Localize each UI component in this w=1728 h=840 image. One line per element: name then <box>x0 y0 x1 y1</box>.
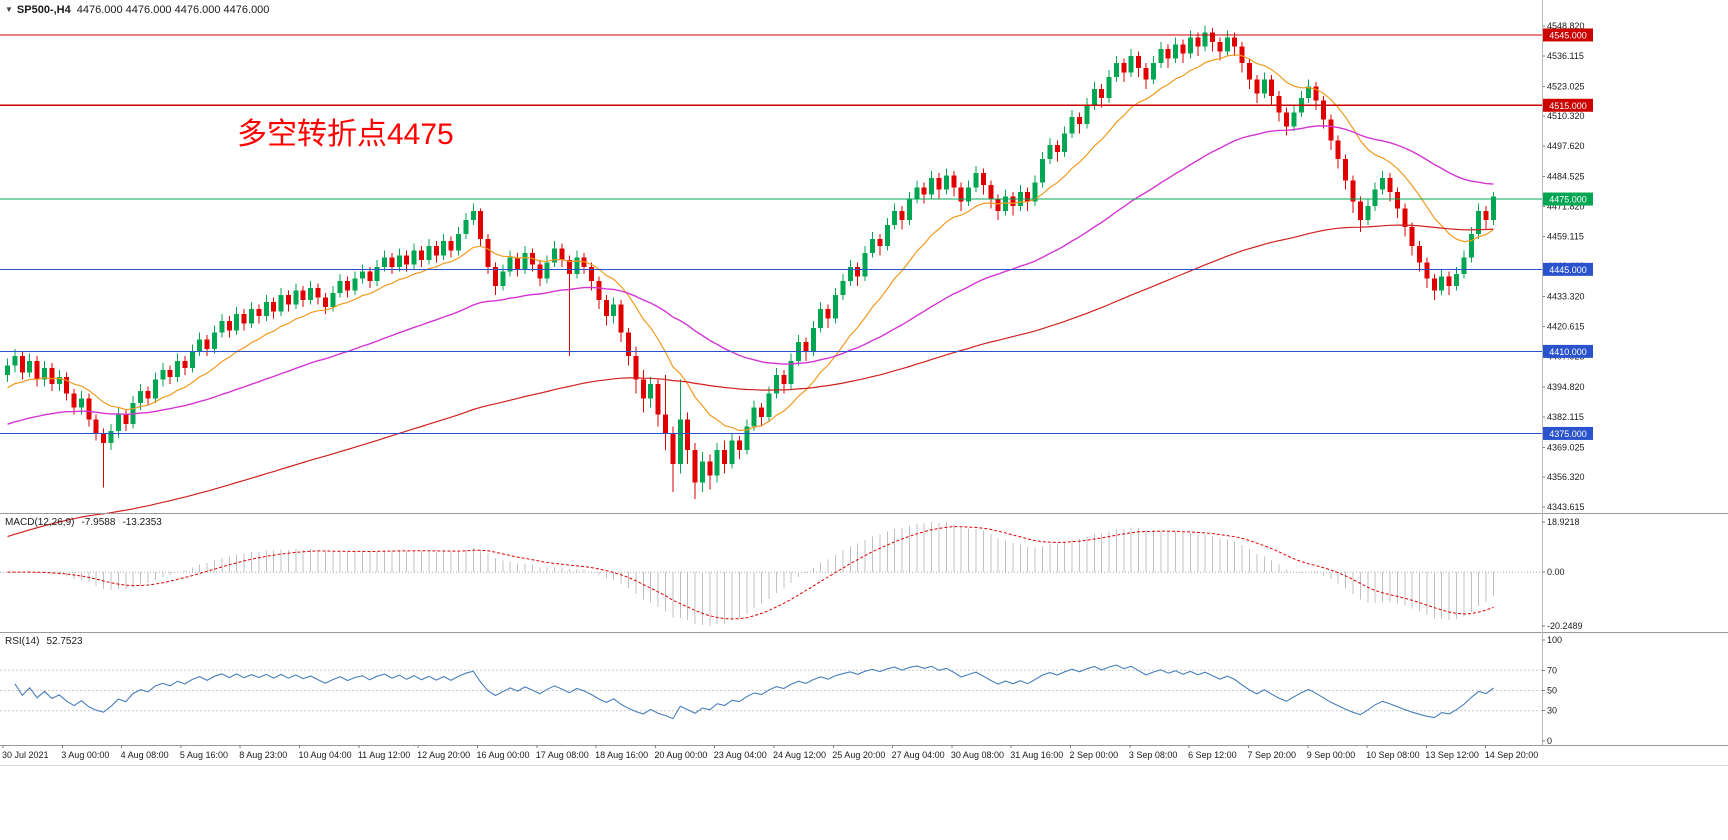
ma-medium-line <box>7 125 1494 425</box>
svg-text:70: 70 <box>1547 665 1557 675</box>
time-axis-label: 9 Sep 00:00 <box>1307 750 1356 760</box>
time-axis-label: 24 Aug 12:00 <box>773 750 826 760</box>
price-tag-label: 4515.000 <box>1549 101 1587 111</box>
svg-text:30: 30 <box>1547 706 1557 716</box>
svg-text:4420.615: 4420.615 <box>1547 322 1585 332</box>
time-axis-label: 11 Aug 12:00 <box>358 750 410 760</box>
rsi-value: 52.7523 <box>46 636 83 647</box>
time-axis-label: 13 Sep 12:00 <box>1425 750 1479 760</box>
price-tag-label: 4375.000 <box>1549 429 1587 439</box>
rsi-label-text: RSI(14) <box>5 636 40 647</box>
svg-text:-20.2489: -20.2489 <box>1547 621 1583 631</box>
svg-text:4394.820: 4394.820 <box>1547 382 1585 392</box>
time-axis-label: 10 Aug 04:00 <box>299 750 352 760</box>
price-tag <box>1543 426 1593 440</box>
ma-fast-line <box>7 54 1494 432</box>
time-axis-label: 17 Aug 08:00 <box>536 750 589 760</box>
chart-annotation-text: 多空转折点4475 <box>237 118 454 151</box>
svg-text:4484.525: 4484.525 <box>1547 172 1585 182</box>
price-tag-label: 4445.000 <box>1549 265 1587 275</box>
svg-text:4510.320: 4510.320 <box>1547 111 1585 121</box>
time-axis-label: 12 Aug 20:00 <box>417 750 470 760</box>
price-tag <box>1543 262 1593 276</box>
macd-signal-line <box>7 526 1494 620</box>
time-axis-label: 30 Jul 2021 <box>2 750 49 760</box>
rsi-line <box>14 664 1494 720</box>
price-tag-label: 4545.000 <box>1549 30 1587 40</box>
svg-text:4433.320: 4433.320 <box>1547 292 1585 302</box>
time-axis-label: 20 Aug 00:00 <box>654 750 707 760</box>
time-axis-label: 3 Sep 08:00 <box>1129 750 1178 760</box>
time-axis-label: 31 Aug 16:00 <box>1010 750 1063 760</box>
svg-text:4369.025: 4369.025 <box>1547 442 1585 452</box>
svg-text:4382.115: 4382.115 <box>1547 412 1584 422</box>
time-axis[interactable]: 30 Jul 2021 3 Aug 00:00 4 Aug 08:00 5 Aug 1… <box>2 745 1538 760</box>
macd-signal-value: -13.2353 <box>122 517 162 528</box>
svg-text:4497.620: 4497.620 <box>1547 141 1585 151</box>
macd-label-text: MACD(12,26,9) <box>5 517 75 528</box>
symbol-period-label: SP500-,H4 <box>16 4 71 16</box>
candles <box>5 25 1496 500</box>
price-tag-label: 4475.000 <box>1549 195 1587 205</box>
price-tag-label: 4410.000 <box>1549 347 1587 357</box>
time-axis-label: 16 Aug 00:00 <box>476 750 529 760</box>
svg-text:4356.320: 4356.320 <box>1547 472 1585 482</box>
price-tag <box>1543 192 1593 206</box>
price-tag <box>1543 98 1593 112</box>
svg-text:18.9218: 18.9218 <box>1547 517 1580 527</box>
time-axis-label: 14 Sep 20:00 <box>1485 750 1539 760</box>
macd-axis[interactable]: 18.9218 0.00 -20.2489 <box>1542 517 1583 631</box>
symbol-dropdown-icon[interactable]: ▼ <box>5 5 13 14</box>
svg-text:4548.820: 4548.820 <box>1547 21 1585 31</box>
price-tag <box>1543 28 1593 42</box>
rsi-indicator-label: RSI(14) 52.7523 <box>5 636 83 647</box>
price-tag <box>1543 344 1593 358</box>
svg-text:0: 0 <box>1547 736 1552 746</box>
svg-text:4523.025: 4523.025 <box>1547 81 1585 91</box>
ma-slow-line <box>7 224 1494 538</box>
chart-canvas[interactable]: 4548.820 4536.115 4523.025 4510.320 4497.620… <box>0 0 1728 766</box>
time-axis-label: 3 Aug 00:00 <box>61 750 109 760</box>
macd-main-value: -7.9588 <box>81 517 116 528</box>
time-axis-label: 23 Aug 04:00 <box>714 750 767 760</box>
time-axis-label: 18 Aug 16:00 <box>595 750 648 760</box>
time-axis-label: 27 Aug 04:00 <box>892 750 945 760</box>
ohlc-readout: 4476.000 4476.000 4476.000 4476.000 <box>76 4 270 16</box>
macd-indicator-label: MACD(12,26,9) -7.9588 -13.2353 <box>5 517 162 528</box>
chart-title: ▼ SP500-,H4 4476.000 4476.000 4476.000 447… <box>5 4 269 16</box>
rsi-axis[interactable]: 100 70 50 30 0 <box>1542 635 1562 746</box>
svg-text:50: 50 <box>1547 686 1557 696</box>
time-axis-label: 6 Sep 12:00 <box>1188 750 1237 760</box>
time-axis-label: 7 Sep 20:00 <box>1247 750 1296 760</box>
time-axis-label: 8 Aug 23:00 <box>239 750 287 760</box>
time-axis-label: 30 Aug 08:00 <box>951 750 1004 760</box>
svg-text:4471.820: 4471.820 <box>1547 201 1585 211</box>
svg-text:100: 100 <box>1547 635 1562 645</box>
time-axis-label: 2 Sep 00:00 <box>1070 750 1119 760</box>
time-axis-label: 10 Sep 08:00 <box>1366 750 1420 760</box>
svg-text:4536.115: 4536.115 <box>1547 51 1584 61</box>
svg-text:4459.115: 4459.115 <box>1547 231 1584 241</box>
svg-text:4343.615: 4343.615 <box>1547 502 1585 512</box>
time-axis-label: 5 Aug 16:00 <box>180 750 228 760</box>
svg-text:0.00: 0.00 <box>1547 567 1565 577</box>
time-axis-label: 4 Aug 08:00 <box>121 750 169 760</box>
macd-histogram <box>14 522 1494 626</box>
time-axis-label: 25 Aug 20:00 <box>832 750 885 760</box>
